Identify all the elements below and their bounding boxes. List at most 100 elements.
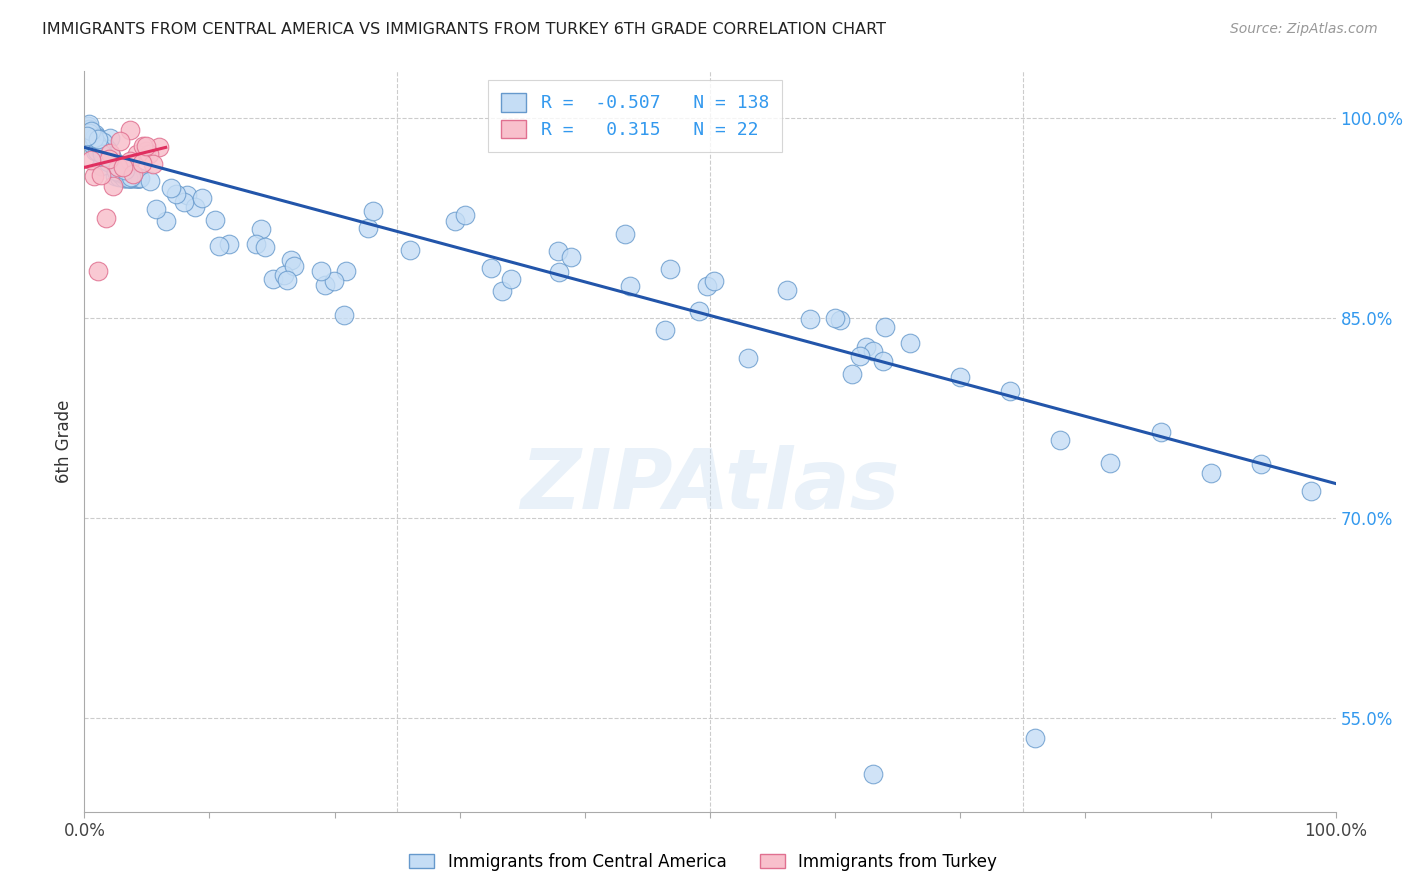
Point <box>218 236 240 251</box>
Point <box>862 767 884 781</box>
Point <box>1049 434 1071 448</box>
Point <box>83 169 105 183</box>
Point <box>128 171 150 186</box>
Point <box>93 149 115 163</box>
Point <box>280 253 302 268</box>
Point <box>875 320 897 334</box>
Point <box>124 171 146 186</box>
Point <box>1199 466 1222 480</box>
Point <box>454 208 477 222</box>
Point <box>94 150 117 164</box>
Point <box>128 171 150 186</box>
Point <box>142 157 165 171</box>
Point <box>208 238 231 252</box>
Point <box>357 220 380 235</box>
Point <box>250 221 273 235</box>
Point <box>120 171 142 186</box>
Point <box>322 274 344 288</box>
Point <box>122 171 145 186</box>
Point <box>118 123 141 137</box>
Point <box>1250 458 1272 472</box>
Point <box>1000 384 1022 399</box>
Point <box>93 147 115 161</box>
Point <box>204 213 226 227</box>
Point <box>97 154 120 169</box>
Point <box>283 259 305 273</box>
Legend: Immigrants from Central America, Immigrants from Turkey: Immigrants from Central America, Immigra… <box>401 845 1005 880</box>
Point <box>87 264 110 278</box>
Point <box>1099 456 1122 470</box>
Point <box>619 279 641 293</box>
Point <box>107 160 129 174</box>
Point <box>702 274 724 288</box>
Point <box>547 244 569 258</box>
Point <box>87 138 110 153</box>
Point <box>91 135 114 149</box>
Point <box>108 134 131 148</box>
Point <box>135 144 157 158</box>
Point <box>824 311 846 326</box>
Point <box>84 145 107 159</box>
Point <box>96 142 118 156</box>
Point <box>105 163 128 178</box>
Point <box>94 211 117 226</box>
Point <box>108 167 131 181</box>
Point <box>98 131 121 145</box>
Point <box>118 171 141 186</box>
Point <box>125 171 148 186</box>
Point <box>145 202 167 216</box>
Point <box>659 262 682 277</box>
Point <box>114 162 136 177</box>
Point <box>83 134 105 148</box>
Point <box>86 129 108 144</box>
Point <box>103 169 125 183</box>
Point <box>191 191 214 205</box>
Point <box>118 153 141 168</box>
Point <box>117 171 139 186</box>
Point <box>128 171 150 186</box>
Point <box>120 170 142 185</box>
Point <box>127 171 149 186</box>
Point <box>82 129 104 144</box>
Point <box>80 153 103 168</box>
Point <box>122 167 145 181</box>
Point <box>108 169 131 183</box>
Point <box>547 265 569 279</box>
Point <box>80 123 103 137</box>
Point <box>86 137 108 152</box>
Point <box>135 139 157 153</box>
Point <box>101 179 124 194</box>
Point <box>1024 731 1046 746</box>
Point <box>165 186 187 201</box>
Point <box>108 157 131 171</box>
Text: Source: ZipAtlas.com: Source: ZipAtlas.com <box>1230 22 1378 37</box>
Point <box>90 142 112 156</box>
Point <box>613 227 636 241</box>
Point <box>160 180 183 194</box>
Point <box>79 121 101 136</box>
Point <box>254 240 277 254</box>
Point <box>112 171 135 186</box>
Point <box>849 349 872 363</box>
Point <box>118 171 141 186</box>
Point <box>273 268 295 283</box>
Text: ZIPAtlas: ZIPAtlas <box>520 445 900 526</box>
Point <box>103 160 125 174</box>
Point <box>314 278 336 293</box>
Point <box>127 171 149 186</box>
Point <box>560 250 582 264</box>
Point <box>82 134 104 148</box>
Point <box>105 158 128 172</box>
Point <box>855 340 877 354</box>
Point <box>86 144 108 158</box>
Point <box>444 214 467 228</box>
Point <box>108 169 131 183</box>
Point <box>84 127 107 141</box>
Point <box>276 272 298 286</box>
Point <box>332 308 354 322</box>
Point <box>98 153 121 167</box>
Point <box>91 146 114 161</box>
Point <box>737 351 759 365</box>
Point <box>138 147 160 161</box>
Point <box>83 131 105 145</box>
